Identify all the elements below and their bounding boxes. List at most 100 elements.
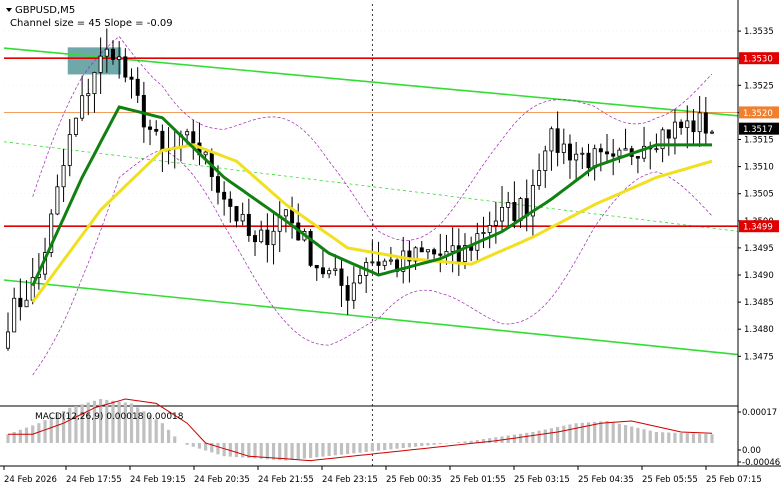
candle-body	[679, 121, 684, 128]
candle-body	[506, 202, 511, 208]
price-tick-label: 1.3490	[744, 271, 774, 281]
price-label-box	[739, 122, 779, 135]
candle-body	[703, 112, 708, 134]
candle-body	[148, 126, 153, 130]
candle-body	[123, 56, 128, 78]
time-tick-label: 24 Feb 21:55	[258, 475, 314, 485]
candle-body	[561, 143, 566, 153]
price-tick-label: 1.3515	[744, 136, 774, 146]
candle-body	[487, 224, 492, 233]
price-tick-label: 1.3510	[744, 163, 774, 173]
candle-body	[567, 143, 572, 161]
candle-body	[376, 261, 381, 266]
candle-body	[222, 191, 227, 200]
candle-body	[413, 247, 418, 262]
price-tick-label: 1.3505	[744, 190, 774, 200]
candle-body	[654, 148, 659, 151]
candle-body	[543, 150, 548, 171]
time-tick-label: 25 Feb 07:15	[706, 475, 762, 485]
time-tick-label: 25 Feb 05:55	[642, 475, 698, 485]
macd-label: MACD(12,26,9) 0.00018 0.00018	[35, 412, 184, 422]
channel-lower-line	[3, 279, 739, 356]
candle-body	[234, 206, 239, 222]
candle-body	[215, 176, 220, 193]
candle-body	[388, 259, 393, 262]
candle-body	[500, 206, 505, 222]
candle-body	[672, 121, 677, 139]
candle-body	[642, 145, 647, 159]
candle-body	[623, 148, 628, 151]
candle-body	[432, 249, 437, 255]
macd-signal-line	[8, 398, 713, 462]
dropdown-triangle-icon[interactable]	[6, 8, 12, 12]
candle-body	[401, 250, 406, 272]
time-tick-label: 24 Feb 20:35	[194, 475, 250, 485]
candle-body	[55, 186, 60, 215]
candle-body	[456, 245, 461, 262]
candle-body	[462, 245, 467, 262]
candle-body	[450, 245, 455, 252]
candle-body	[129, 76, 134, 80]
candle-body	[555, 128, 560, 153]
candle-body	[425, 249, 430, 253]
candle-body	[308, 230, 313, 266]
candle-body	[438, 253, 443, 256]
candle-body	[80, 95, 85, 119]
candle-body	[598, 148, 603, 153]
candle-body	[283, 209, 288, 217]
candle-body	[617, 149, 622, 157]
macd-tick-label: -0.00046	[742, 458, 780, 468]
candle-body	[549, 128, 554, 152]
candle-body	[327, 270, 332, 275]
candle-body	[320, 267, 325, 275]
macd-tick-label: 0.00	[742, 446, 761, 456]
price-label-box	[739, 52, 779, 65]
candle-body	[481, 232, 486, 235]
candle-body	[586, 152, 591, 169]
candle-body	[253, 235, 258, 243]
candle-body	[117, 56, 122, 60]
candle-body	[6, 331, 11, 349]
sma-slow-line	[31, 143, 713, 303]
envelope-lower	[32, 149, 713, 376]
price-axis-bg	[738, 0, 781, 489]
price-tick-label: 1.3495	[744, 244, 774, 254]
candle-body	[660, 129, 665, 150]
candle-body	[61, 165, 66, 188]
candle-body	[104, 48, 109, 57]
time-tick-label: 25 Feb 04:35	[578, 475, 634, 485]
candle-body	[370, 261, 375, 264]
candle-body	[240, 213, 245, 222]
candle-body	[537, 170, 542, 186]
time-tick-label: 25 Feb 01:55	[450, 475, 506, 485]
price-tick-label: 1.3525	[744, 81, 774, 91]
candle-body	[185, 131, 190, 136]
candle-body	[339, 268, 344, 286]
candle-body	[160, 130, 165, 152]
price-label-text: 1.3499	[743, 223, 773, 233]
candle-body	[357, 275, 362, 284]
candle-body	[265, 229, 270, 246]
candle-body	[110, 48, 115, 60]
time-tick-label: 24 Feb 19:15	[130, 475, 186, 485]
price-tick-label: 1.3485	[744, 298, 774, 308]
candle-body	[691, 120, 696, 133]
candle-body	[246, 213, 251, 236]
envelope-upper	[32, 35, 713, 241]
candle-body	[18, 297, 23, 308]
candle-body	[49, 213, 54, 253]
candle-body	[580, 152, 585, 155]
candle-body	[333, 268, 338, 271]
price-label-text: 1.3530	[743, 55, 773, 65]
candle-body	[290, 209, 295, 224]
time-tick-label: 24 Feb 23:15	[322, 475, 378, 485]
candle-body	[710, 131, 715, 134]
candle-body	[382, 260, 387, 266]
price-tick-label: 1.3480	[744, 325, 774, 335]
price-tick-label: 1.3475	[744, 352, 774, 362]
price-label-box	[739, 220, 779, 233]
candle-body	[135, 78, 140, 96]
candle-body	[92, 72, 97, 95]
candle-body	[635, 156, 640, 159]
